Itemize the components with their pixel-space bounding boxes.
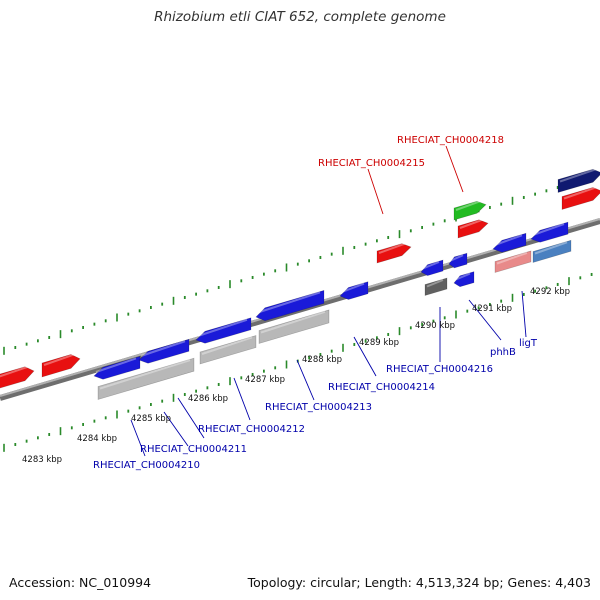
gene-arrow-reverse	[93, 355, 141, 380]
gene-labels: RHECIAT_CH0004215 RHECIAT_CH0004218 RHEC…	[93, 135, 538, 471]
forward-strand-tick-row	[3, 175, 593, 355]
scale-label-4291: 4291 kbp	[472, 304, 512, 314]
gene-arrow-reverse	[453, 271, 475, 288]
gene-arrow-reverse	[339, 281, 369, 300]
gene-arrow-reverse	[420, 259, 444, 276]
gene-arrow-reverse	[448, 252, 468, 269]
gene-arrow-reverse	[530, 221, 569, 243]
gene-block-steel-blue-shine	[534, 241, 568, 255]
gene-arrow-forward-shine	[378, 242, 408, 254]
gene-label-rheciat-ch0004218: RHECIAT_CH0004218	[397, 135, 504, 146]
gene-arrow-highlight-shine	[455, 199, 483, 211]
gene-block-grey-shine	[99, 359, 191, 390]
gene-arrow-forward	[41, 354, 81, 378]
gene-arrow-reverse-shine	[422, 261, 440, 270]
gene-block-grey	[199, 335, 257, 365]
gene-label-ligt: ligT	[519, 338, 538, 349]
gene-label-rheciat-ch0004214: RHECIAT_CH0004214	[328, 382, 435, 393]
scale-label-4288: 4288 kbp	[302, 355, 342, 365]
gene-arrow-reverse-shine	[257, 291, 321, 314]
gene-label-rheciat-ch0004216: RHECIAT_CH0004216	[386, 364, 493, 375]
gene-block-pale-red-shine	[496, 251, 528, 265]
scale-label-4287: 4287 kbp	[245, 375, 285, 385]
gene-label-rheciat-ch0004212: RHECIAT_CH0004212	[198, 424, 305, 435]
gene-arrow-forward	[0, 366, 35, 389]
gene-arrow-reverse-shine	[532, 223, 565, 236]
leader-lines	[130, 145, 527, 457]
gene-block-grey	[258, 309, 330, 344]
scale-label-4284: 4284 kbp	[77, 434, 117, 444]
gene-arrow-reverse	[492, 232, 527, 253]
gene-block-grey-shine	[260, 310, 326, 334]
gene-block-grey	[97, 357, 195, 400]
gene-arrow-reverse-shine	[494, 234, 523, 246]
gene-arrow-forward-shine	[459, 218, 485, 229]
scale-labels: 4283 kbp 4284 kbp 4285 kbp 4286 kbp 4287…	[22, 287, 570, 465]
gene-arrow-reverse-shine	[455, 272, 471, 281]
gene-arrow-reverse-shine	[450, 254, 464, 262]
gene-arrow-reverse-shine	[95, 357, 137, 373]
gene-arrow-forward	[376, 243, 412, 264]
gene-label-rheciat-ch0004210: RHECIAT_CH0004210	[93, 460, 200, 471]
gene-arrow-reverse	[255, 289, 325, 322]
gene-block-grey-shine	[201, 336, 253, 355]
gene-arrow-reverse-shine	[197, 318, 248, 337]
gene-block-dark-grey-shine	[426, 279, 444, 288]
gene-label-rheciat-ch0004215: RHECIAT_CH0004215	[318, 158, 425, 169]
gene-arrow-forward	[457, 219, 489, 239]
gene-arrow-forward-shine	[563, 185, 599, 200]
gene-arrow-reverse-shine	[341, 282, 365, 293]
gene-block-dark-grey	[424, 277, 448, 296]
gene-arrow-reverse	[195, 317, 252, 344]
gene-arrow-highlight	[453, 200, 487, 221]
genome-summary-text: Topology: circular; Length: 4,513,324 bp…	[247, 575, 591, 590]
scale-label-4290: 4290 kbp	[415, 321, 455, 331]
gene-arrow-reverse-shine	[140, 340, 186, 357]
gene-block-pale-red	[494, 250, 532, 273]
gene-block-steel-blue	[532, 239, 572, 263]
gene-arrow-forward	[561, 187, 600, 210]
genome-title: Rhizobium etli CIAT 652, complete genome	[154, 9, 446, 25]
gene-features	[0, 167, 600, 400]
scale-label-4286: 4286 kbp	[188, 394, 228, 404]
scale-label-4292: 4292 kbp	[530, 287, 570, 297]
gene-arrow-forward-shine	[0, 365, 31, 378]
scale-label-4283: 4283 kbp	[22, 455, 62, 465]
gene-arrow-dark-shine	[559, 167, 599, 183]
scale-label-4285: 4285 kbp	[131, 414, 171, 424]
gene-label-phhb: phhB	[490, 347, 516, 358]
gene-arrow-dark	[557, 168, 600, 193]
accession-text: Accession: NC_010994	[9, 575, 152, 590]
scale-label-4289: 4289 kbp	[359, 338, 399, 348]
gene-label-rheciat-ch0004213: RHECIAT_CH0004213	[265, 402, 372, 413]
gene-label-rheciat-ch0004211: RHECIAT_CH0004211	[140, 444, 247, 455]
gene-arrow-forward-shine	[43, 352, 77, 366]
gene-arrow-reverse	[138, 338, 190, 364]
